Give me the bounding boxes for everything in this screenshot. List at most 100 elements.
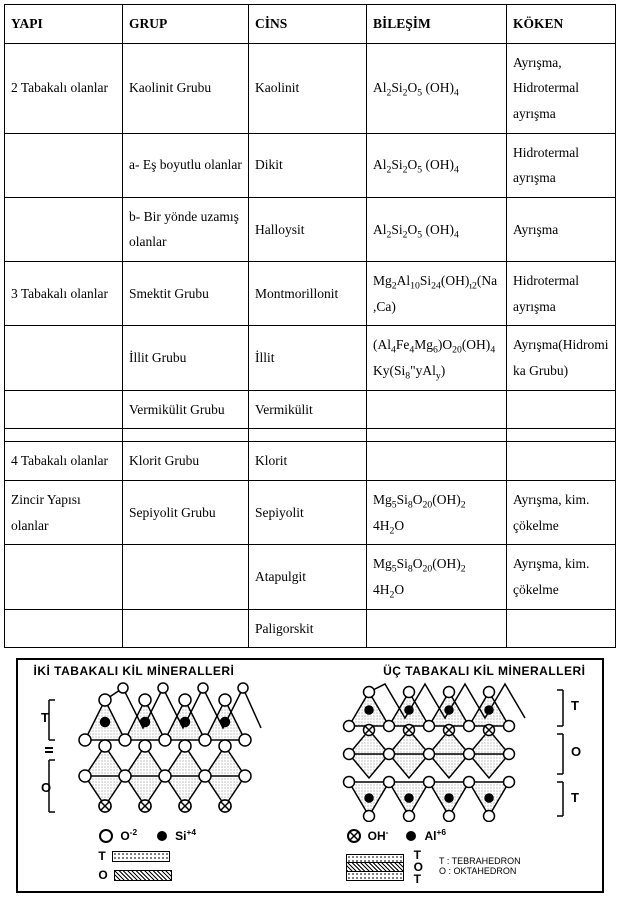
cell-cins: Vermikülit <box>249 390 367 429</box>
cell-cins: Montmorillonit <box>249 262 367 326</box>
legend-left: O-2 Si+4 T O <box>98 828 196 882</box>
legend-o-layer-label: O <box>414 861 423 873</box>
dotted-swatch-icon <box>346 872 404 881</box>
cell-yapi <box>5 390 123 429</box>
svg-text:O: O <box>571 744 581 759</box>
cell-grup: Sepiyolit Grubu <box>123 480 249 544</box>
dotted-swatch-icon <box>346 854 404 863</box>
cell-bilesim <box>367 609 507 648</box>
table-row: b- Bir yönde uzamış olanlar Halloysit Al… <box>5 197 616 261</box>
cell-bilesim: Mg5Si8O20(OH)2 4H2O <box>367 480 507 544</box>
table-row: İllit Grubu İllit (Al4Fe4Mg6)O20(OH)4 Ky… <box>5 326 616 390</box>
diagram-title-right: ÜÇ TABAKALI KİL MİNERALLERİ <box>383 664 585 678</box>
table-row: Vermikülit Grubu Vermikülit <box>5 390 616 429</box>
legend-oh-label: OH- <box>368 829 389 843</box>
legend-al-label: Al+6 <box>424 829 446 843</box>
cell-grup: Klorit Grubu <box>123 442 249 481</box>
legend-t-label: T <box>98 849 105 863</box>
legend-o-label: O-2 <box>120 829 137 843</box>
table-row <box>5 429 616 442</box>
cell-grup: b- Bir yönde uzamış olanlar <box>123 197 249 261</box>
cell-yapi <box>5 197 123 261</box>
two-layer-lattice-icon: T O <box>35 682 285 822</box>
table-row: 4 Tabakalı olanlar Klorit Grubu Klorit <box>5 442 616 481</box>
header-grup: GRUP <box>123 5 249 44</box>
header-yapi: YAPI <box>5 5 123 44</box>
legend-right: OH- Al+6 T O T T : TEBRAHEDRON O : OKTAH… <box>346 828 521 885</box>
cell-cins: Paligorskit <box>249 609 367 648</box>
cell-cins: Atapulgit <box>249 545 367 609</box>
cell-koken: Ayrışma, kim. çökelme <box>507 480 616 544</box>
cell-grup <box>123 545 249 609</box>
cell-grup <box>123 609 249 648</box>
cell-yapi: 2 Tabakalı olanlar <box>5 43 123 133</box>
hatched-swatch-icon <box>346 863 404 872</box>
cell-bilesim: Mg2Al10Si24(OH)ı2(Na,Ca) <box>367 262 507 326</box>
cell-grup: Smektit Grubu <box>123 262 249 326</box>
cell-yapi <box>5 326 123 390</box>
cell-koken <box>507 390 616 429</box>
cell-koken: Ayrışma, Hidrotermal ayrışma <box>507 43 616 133</box>
table-row: 2 Tabakalı olanlar Kaolinit Grubu Kaolin… <box>5 43 616 133</box>
cell-cins: Kaolinit <box>249 43 367 133</box>
table-row: 3 Tabakalı olanlar Smektit Grubu Montmor… <box>5 262 616 326</box>
dotted-swatch-icon <box>112 851 170 862</box>
hatched-swatch-icon <box>114 870 172 881</box>
cell-koken: Ayrışma, kim. çökelme <box>507 545 616 609</box>
crossed-circle-icon <box>346 828 362 844</box>
svg-text:T: T <box>571 790 579 805</box>
cell-bilesim <box>367 390 507 429</box>
cell-cins: Klorit <box>249 442 367 481</box>
cell-grup <box>123 429 249 442</box>
header-cins: CİNS <box>249 5 367 44</box>
cell-yapi: 4 Tabakalı olanlar <box>5 442 123 481</box>
cell-koken: Ayrışma <box>507 197 616 261</box>
cell-cins <box>249 429 367 442</box>
cell-koken: Hidrotermal ayrışma <box>507 133 616 197</box>
legend-o-layer-label: O <box>98 868 107 882</box>
cell-bilesim <box>367 442 507 481</box>
cell-yapi <box>5 429 123 442</box>
cell-grup: a- Eş boyutlu olanlar <box>123 133 249 197</box>
cell-grup: İllit Grubu <box>123 326 249 390</box>
cell-bilesim: Mg5Si8O20(OH)2 4H2O <box>367 545 507 609</box>
cell-grup: Vermikülit Grubu <box>123 390 249 429</box>
cell-koken: Ayrışma(Hidromika Grubu) <box>507 326 616 390</box>
header-bilesim: BİLEŞİM <box>367 5 507 44</box>
table-row: Atapulgit Mg5Si8O20(OH)2 4H2O Ayrışma, k… <box>5 545 616 609</box>
cell-cins: Dikit <box>249 133 367 197</box>
table-row: Paligorskit <box>5 609 616 648</box>
cell-yapi <box>5 609 123 648</box>
legend-t-label: T <box>414 849 423 861</box>
filled-circle-icon <box>155 829 169 843</box>
table-row: Zincir Yapısı olanlar Sepiyolit Grubu Se… <box>5 480 616 544</box>
layer-structure-diagram: İKİ TABAKALI KİL MİNERALLERİ ÜÇ TABAKALI… <box>16 658 604 893</box>
cell-bilesim: Al2Si2O5 (OH)4 <box>367 43 507 133</box>
cell-yapi <box>5 133 123 197</box>
cell-bilesim: (Al4Fe4Mg6)O20(OH)4 Ky(Si8"yAly) <box>367 326 507 390</box>
cell-yapi: 3 Tabakalı olanlar <box>5 262 123 326</box>
filled-circle-icon <box>404 829 418 843</box>
table-header-row: YAPI GRUP CİNS BİLEŞİM KÖKEN <box>5 5 616 44</box>
cell-cins: İllit <box>249 326 367 390</box>
cell-koken <box>507 609 616 648</box>
three-layer-lattice-icon: T O T <box>319 682 584 822</box>
cell-cins: Sepiyolit <box>249 480 367 544</box>
diagram-title-left: İKİ TABAKALI KİL MİNERALLERİ <box>34 664 235 678</box>
header-koken: KÖKEN <box>507 5 616 44</box>
cell-koken: Hidrotermal ayrışma <box>507 262 616 326</box>
cell-grup: Kaolinit Grubu <box>123 43 249 133</box>
cell-cins: Halloysit <box>249 197 367 261</box>
cell-bilesim <box>367 429 507 442</box>
cell-koken <box>507 429 616 442</box>
cell-koken <box>507 442 616 481</box>
cell-yapi: Zincir Yapısı olanlar <box>5 480 123 544</box>
cell-bilesim: Al2Si2O5 (OH)4 <box>367 133 507 197</box>
cell-yapi <box>5 545 123 609</box>
legend-si-label: Si+4 <box>175 829 196 843</box>
legend-t-label: T <box>414 873 423 885</box>
svg-text:T: T <box>41 710 49 725</box>
clay-minerals-table: YAPI GRUP CİNS BİLEŞİM KÖKEN 2 Tabakalı … <box>4 4 616 648</box>
svg-text:T: T <box>571 698 579 713</box>
open-circle-icon <box>98 828 114 844</box>
